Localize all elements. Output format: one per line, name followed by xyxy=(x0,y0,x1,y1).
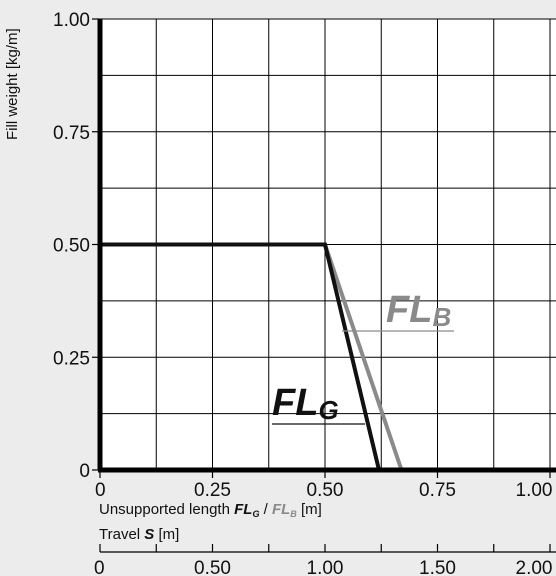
x2-axis-label-var: S xyxy=(144,526,154,543)
x-tick-label: 0.75 xyxy=(419,480,456,501)
x-axis-label-fb: FL xyxy=(272,501,290,518)
series-label-main: FL xyxy=(386,289,432,331)
series-group xyxy=(100,242,404,471)
x-tick-label: 0 xyxy=(95,480,106,501)
series-label-fl-b: FLB xyxy=(386,289,451,332)
x2-tick-label: 0.50 xyxy=(194,558,231,576)
x2-tick-label: 0 xyxy=(94,558,105,576)
series-label-main: FL xyxy=(272,382,318,424)
y-tick-label: 0.75 xyxy=(53,123,90,144)
series-label-fl-g: FLG xyxy=(272,382,339,425)
x-axis-label-unit: [m] xyxy=(297,501,322,518)
y-tick-label: 0.25 xyxy=(53,348,90,369)
series-line-fl-g xyxy=(100,242,381,471)
x-axis-label-fg: FL xyxy=(234,501,252,518)
x2-tick-label: 1.50 xyxy=(419,558,456,576)
series-label-sub: B xyxy=(432,302,451,332)
x2-tick-label: 2.00 xyxy=(516,558,553,576)
x2-axis-label: Travel S [m] xyxy=(99,526,179,543)
y-tick-label: 1.00 xyxy=(53,10,90,31)
x-axis-label-fg-sub: G xyxy=(252,509,259,519)
series-label-sub: G xyxy=(318,395,338,425)
secondary-ticks: 0 0.50 1.00 1.50 2.00 xyxy=(94,544,552,576)
x-tick-label: 1.00 xyxy=(516,480,553,501)
x-axis-label-prefix: Unsupported length xyxy=(99,501,234,518)
y-tick-label: 0.50 xyxy=(53,236,90,257)
y-tick-label: 0 xyxy=(79,461,90,482)
x2-axis-label-prefix: Travel xyxy=(99,526,144,543)
x-axis-label-fb-sub: B xyxy=(290,509,297,519)
x-tick-label: 0.50 xyxy=(307,480,344,501)
x2-axis-label-unit: [m] xyxy=(154,526,179,543)
ticks: 0 0.25 0.50 0.75 1.00 0 0.25 0.50 0.75 1.00 xyxy=(53,10,552,501)
x2-tick-label: 1.00 xyxy=(307,558,344,576)
x-axis-label: Unsupported length FLG / FLB [m] xyxy=(99,501,322,519)
y-axis-label: Fill weight [kg/m] xyxy=(4,28,21,140)
x-axis-label-sep: / xyxy=(259,501,272,518)
x-tick-label: 0.25 xyxy=(194,480,231,501)
